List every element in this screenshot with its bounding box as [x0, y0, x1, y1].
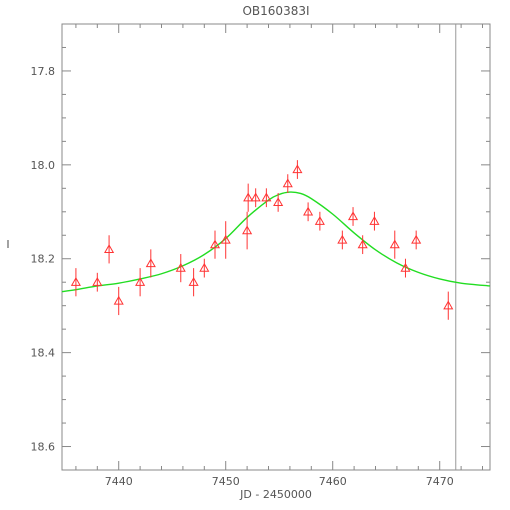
triangle-marker — [303, 206, 314, 216]
x-axis: 7440 7450 7460 7470 — [75, 24, 484, 488]
data-point — [389, 230, 400, 259]
data-point — [357, 235, 368, 255]
data-point — [243, 183, 254, 212]
data-point — [250, 188, 261, 208]
plot-frame — [61, 23, 491, 471]
data-point — [282, 174, 293, 194]
data-point — [303, 202, 314, 222]
triangle-marker — [243, 192, 254, 202]
data-point — [220, 221, 231, 259]
y-tick-label: 18.4 — [31, 347, 56, 360]
triangle-marker — [199, 262, 210, 272]
triangle-marker — [389, 239, 400, 249]
data-point — [135, 268, 146, 297]
data-point — [292, 160, 303, 179]
triangle-marker — [261, 192, 272, 202]
data-point — [411, 230, 422, 250]
triangle-marker — [104, 244, 115, 253]
triangle-marker — [135, 277, 146, 286]
y-tick-label: 18.2 — [31, 253, 56, 266]
data-point — [104, 235, 115, 264]
triangle-marker — [357, 239, 368, 249]
model-curve — [61, 191, 491, 293]
data-point — [400, 258, 411, 278]
triangle-marker — [273, 197, 284, 207]
triangle-marker — [400, 262, 411, 272]
x-tick-label: 7470 — [426, 475, 454, 488]
data-point — [242, 211, 253, 250]
triangle-marker — [209, 239, 221, 249]
triangle-marker — [411, 234, 422, 244]
y-axis-label: I — [6, 238, 9, 251]
data-point — [145, 249, 156, 278]
triangle-marker — [314, 215, 325, 225]
triangle-marker — [292, 164, 303, 174]
triangle-marker — [282, 178, 293, 188]
data-point — [175, 254, 186, 283]
triangle-marker — [337, 234, 348, 244]
y-axis: 17.8 18.0 18.2 18.4 18.6 — [31, 23, 490, 471]
triangle-marker — [242, 225, 253, 235]
data-point — [443, 291, 454, 320]
triangle-marker — [443, 300, 454, 310]
x-tick-label: 7440 — [105, 475, 133, 488]
data-point — [273, 193, 284, 212]
data-point — [337, 230, 348, 250]
triangle-marker — [188, 277, 199, 286]
data-point — [369, 211, 380, 231]
y-tick-label: 17.8 — [31, 65, 56, 78]
triangle-marker — [145, 258, 156, 268]
triangle-marker — [250, 192, 261, 202]
data-point — [314, 211, 325, 231]
data-point — [199, 258, 210, 278]
data-point — [188, 268, 199, 297]
x-tick-label: 7450 — [212, 475, 240, 488]
data-point — [113, 286, 124, 316]
data-point — [92, 272, 103, 292]
data-point — [209, 230, 221, 259]
data-point — [347, 207, 359, 226]
triangle-marker — [369, 215, 380, 225]
triangle-marker — [70, 277, 81, 286]
x-tick-label: 7460 — [319, 475, 347, 488]
y-tick-label: 18.0 — [31, 159, 56, 172]
triangle-marker — [92, 277, 103, 286]
data-points — [70, 160, 454, 320]
data-point — [261, 188, 272, 208]
triangle-marker — [113, 295, 124, 305]
chart-title: OB160383I — [242, 4, 309, 18]
triangle-marker — [175, 262, 186, 272]
triangle-marker — [220, 234, 231, 244]
x-axis-label: JD - 2450000 — [239, 488, 312, 501]
triangle-marker — [347, 211, 359, 221]
data-point — [70, 268, 81, 297]
y-tick-label: 18.6 — [31, 441, 56, 454]
